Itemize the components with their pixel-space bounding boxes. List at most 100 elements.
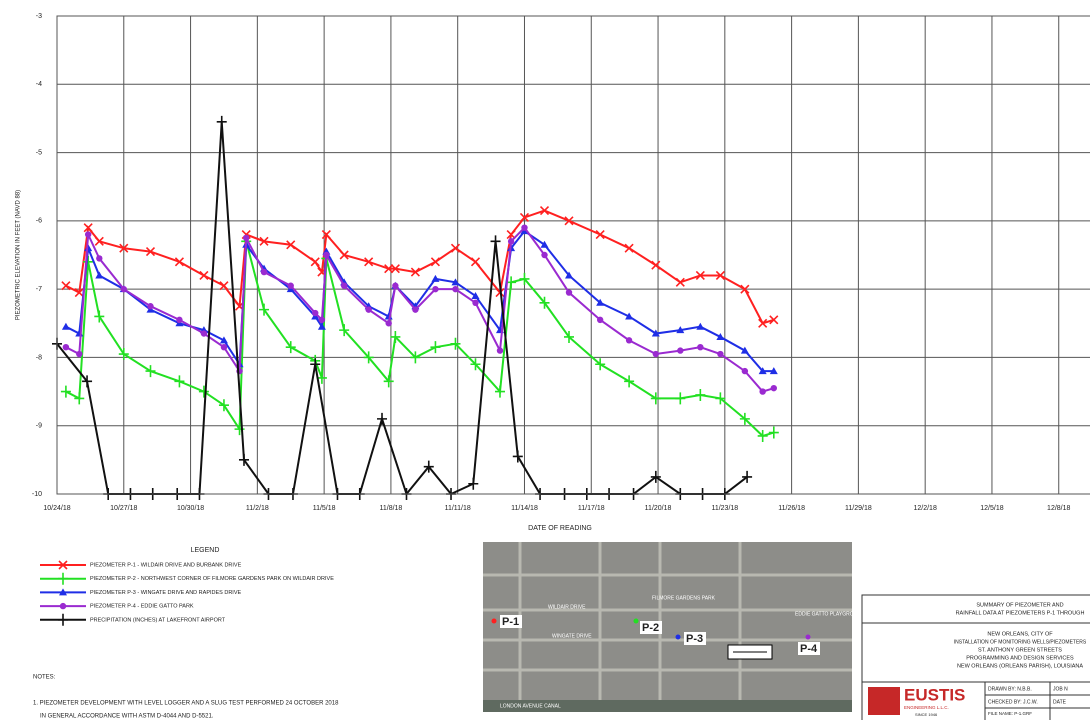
project-line: NEW ORLEANS (ORLEANS PARISH), LOUISIANA	[957, 663, 1083, 669]
summary-line: RAINFALL DATA AT PIEZOMETERS P-1 THROUGH	[956, 610, 1085, 616]
y-tick-label: -10	[32, 491, 42, 498]
marker	[412, 306, 418, 312]
logo-since: SINCE 1946	[915, 712, 938, 717]
marker	[96, 255, 102, 261]
x-tick-label: 10/30/18	[177, 505, 204, 512]
street-label: LONDON AVENUE CANAL	[500, 703, 561, 709]
marker	[452, 286, 458, 292]
marker	[742, 368, 748, 374]
marker	[261, 269, 267, 275]
legend-label: PIEZOMETER P-2 - NORTHWEST CORNER OF FIL…	[90, 576, 334, 582]
marker	[653, 351, 659, 357]
page: DATE OF READING PIEZOMETRIC ELEVATION IN…	[0, 0, 1090, 720]
logo-sub: ENGINEERING L.L.C.	[904, 705, 949, 710]
x-tick-label: 11/11/18	[445, 505, 471, 512]
map-point	[634, 619, 639, 624]
summary-line: SUMMARY OF PIEZOMETER AND	[976, 602, 1063, 608]
marker	[566, 289, 572, 295]
x-tick-label: 11/5/18	[313, 505, 336, 512]
x-tick-label: 11/29/18	[845, 505, 872, 512]
marker	[323, 252, 329, 258]
map-point-label: P-4	[800, 643, 818, 655]
x-tick-label: 10/27/18	[110, 505, 137, 512]
project-line: NEW ORLEANS, CITY OF	[987, 631, 1053, 637]
cell: DATE	[1053, 699, 1067, 705]
x-tick-label: 10/24/18	[43, 505, 70, 512]
map-point-label: P-1	[502, 616, 519, 628]
map-point	[806, 635, 811, 640]
marker	[626, 337, 632, 343]
map-point	[676, 635, 681, 640]
marker	[392, 283, 398, 289]
legend-marker	[60, 603, 66, 609]
y-tick-label: -5	[36, 149, 42, 156]
map-point-label: P-2	[642, 622, 659, 634]
x-tick-label: 11/23/18	[711, 505, 738, 512]
x-tick-label: 11/14/18	[511, 505, 538, 512]
marker	[312, 310, 318, 316]
marker	[508, 238, 514, 244]
marker	[243, 235, 249, 241]
legend-label: PIEZOMETER P-1 - WILDAIR DRIVE AND BURBA…	[90, 562, 242, 568]
marker	[432, 286, 438, 292]
marker	[319, 317, 325, 323]
x-tick-label: 12/2/18	[913, 505, 936, 512]
marker	[541, 252, 547, 258]
note-line: IN GENERAL ACCORDANCE WITH ASTM D-4044 A…	[40, 714, 214, 720]
x-tick-label: 12/5/18	[980, 505, 1003, 512]
marker	[717, 351, 723, 357]
marker	[63, 344, 69, 350]
street-label: WINGATE DRIVE	[552, 633, 592, 639]
project-line: PROGRAMMING AND DESIGN SERVICES	[966, 655, 1074, 661]
y-tick-label: -4	[36, 81, 42, 88]
marker	[76, 351, 82, 357]
x-axis-label: DATE OF READING	[528, 525, 592, 532]
street-label: WILDAIR DRIVE	[548, 604, 586, 610]
y-tick-label: -6	[36, 218, 42, 225]
marker	[597, 317, 603, 323]
marker	[677, 347, 683, 353]
street-label: EDDIE GATTO PLAYGROUND	[795, 611, 865, 617]
cell: DRAWN BY: N.B.B.	[988, 686, 1032, 692]
marker	[201, 330, 207, 336]
marker	[288, 283, 294, 289]
legend-label: PIEZOMETER P-4 - EDDIE GATTO PARK	[90, 604, 194, 610]
x-tick-label: 11/20/18	[645, 505, 672, 512]
marker	[176, 317, 182, 323]
map-image	[483, 542, 852, 712]
street-label: FILMORE GARDENS PARK	[652, 595, 716, 601]
marker	[497, 347, 503, 353]
y-tick-label: -7	[36, 286, 42, 293]
marker	[521, 224, 527, 230]
marker	[147, 303, 153, 309]
marker	[697, 344, 703, 350]
site-map: WILDAIR DRIVE WINGATE DRIVE FILMORE GARD…	[483, 542, 865, 712]
y-tick-label: -3	[36, 13, 42, 20]
project-line: ST. ANTHONY GREEN STREETS	[978, 647, 1062, 653]
project-line: INSTALLATION OF MONITORING WELLS/PIEZOME…	[954, 639, 1087, 645]
legend-label: PRECIPITATION (INCHES) AT LAKEFRONT AIRP…	[90, 617, 226, 623]
x-tick-label: 11/2/18	[246, 505, 269, 512]
map-point-label: P-3	[686, 633, 703, 645]
logo-mark	[868, 687, 900, 715]
cell: CHECKED BY: J.C.W.	[988, 699, 1038, 705]
y-axis-label: PIEZOMETRIC ELEVATION IN FEET (NAVD 88)	[16, 190, 22, 320]
y-tick-label: -9	[36, 423, 42, 430]
marker	[472, 300, 478, 306]
marker	[759, 388, 765, 394]
marker	[385, 320, 391, 326]
logo-text: EUSTIS	[904, 685, 965, 704]
marker	[771, 385, 777, 391]
legend-label: PIEZOMETER P-3 - WINGATE DRIVE AND RAPID…	[90, 590, 242, 596]
map-point	[492, 619, 497, 624]
marker	[341, 283, 347, 289]
marker	[121, 286, 127, 292]
x-tick-label: 11/8/18	[379, 505, 402, 512]
y-tick-label: -8	[36, 354, 42, 361]
drawing: DATE OF READING PIEZOMETRIC ELEVATION IN…	[0, 0, 1090, 720]
cell: FILE NAME: P-1.GRF	[988, 711, 1032, 716]
note-line: 1. PIEZOMETER DEVELOPMENT WITH LEVEL LOG…	[33, 701, 339, 707]
marker	[221, 344, 227, 350]
marker	[85, 231, 91, 237]
marker	[365, 306, 371, 312]
